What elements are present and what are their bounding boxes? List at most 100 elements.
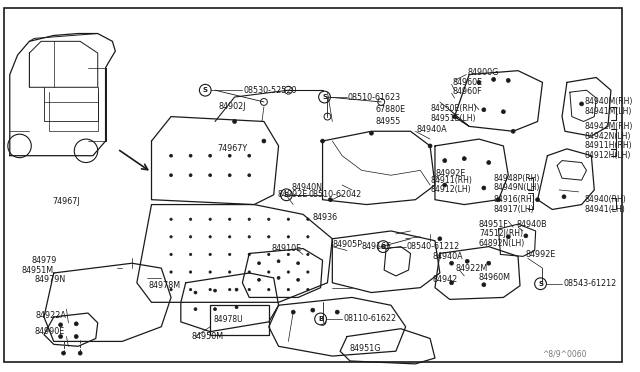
Text: 84960E: 84960E: [452, 78, 483, 87]
Circle shape: [260, 99, 268, 105]
Circle shape: [324, 113, 331, 120]
Circle shape: [189, 174, 192, 177]
Circle shape: [268, 235, 270, 238]
Text: B: B: [318, 316, 323, 322]
Circle shape: [280, 189, 292, 201]
Circle shape: [59, 323, 63, 327]
Circle shape: [232, 119, 237, 124]
Circle shape: [277, 260, 280, 263]
Circle shape: [228, 288, 231, 291]
Circle shape: [248, 154, 251, 157]
Circle shape: [501, 110, 506, 114]
Circle shape: [257, 262, 260, 265]
Circle shape: [307, 235, 309, 238]
Text: 74967Y: 74967Y: [217, 144, 247, 153]
Text: 84940(RH): 84940(RH): [584, 195, 627, 204]
Circle shape: [291, 310, 295, 314]
Circle shape: [74, 334, 78, 339]
Circle shape: [235, 306, 238, 309]
Text: 08543-61212: 08543-61212: [563, 279, 616, 288]
Text: 74512J(RH): 74512J(RH): [479, 230, 523, 238]
Circle shape: [74, 139, 98, 163]
Circle shape: [580, 102, 584, 106]
Circle shape: [534, 278, 547, 290]
Circle shape: [539, 279, 546, 286]
Text: 84905P: 84905P: [332, 240, 362, 249]
Circle shape: [335, 310, 339, 314]
Circle shape: [228, 253, 231, 256]
Circle shape: [378, 241, 389, 253]
Text: S: S: [381, 244, 386, 250]
Circle shape: [284, 86, 292, 94]
Circle shape: [369, 131, 373, 135]
Circle shape: [378, 243, 385, 250]
Circle shape: [170, 218, 172, 220]
Text: 84990E: 84990E: [34, 327, 65, 336]
Text: 84960F: 84960F: [452, 87, 482, 96]
Circle shape: [194, 291, 197, 294]
Text: 84942: 84942: [432, 275, 458, 284]
Text: 84942N(LH): 84942N(LH): [584, 132, 631, 141]
Circle shape: [443, 183, 447, 187]
Circle shape: [492, 77, 495, 81]
Text: 84916E: 84916E: [362, 242, 392, 251]
Text: S: S: [203, 87, 208, 93]
Text: 84955: 84955: [375, 117, 401, 126]
Circle shape: [277, 276, 280, 279]
Circle shape: [209, 235, 211, 238]
Circle shape: [287, 235, 289, 238]
Text: 84941M(LH): 84941M(LH): [584, 107, 632, 116]
Text: 08510-62042: 08510-62042: [309, 190, 362, 199]
Circle shape: [307, 253, 309, 256]
Text: 67880E: 67880E: [375, 105, 406, 114]
Circle shape: [450, 281, 454, 285]
Text: 08530-52520: 08530-52520: [243, 86, 297, 95]
Circle shape: [321, 139, 324, 143]
Circle shape: [194, 308, 197, 311]
Text: 84941(LH): 84941(LH): [584, 205, 625, 214]
Circle shape: [170, 288, 172, 291]
Text: 84992E: 84992E: [436, 169, 467, 178]
Circle shape: [170, 154, 173, 157]
Text: 84950E(RH): 84950E(RH): [430, 104, 477, 113]
Text: 84949N(LH): 84949N(LH): [493, 183, 540, 192]
Circle shape: [209, 253, 211, 256]
Text: 84916(RH): 84916(RH): [493, 195, 535, 204]
Bar: [210, 305, 269, 334]
Circle shape: [487, 261, 491, 265]
Circle shape: [228, 218, 231, 220]
Circle shape: [438, 237, 442, 241]
Circle shape: [497, 198, 500, 202]
Text: 84948P(RH): 84948P(RH): [493, 174, 540, 183]
Circle shape: [170, 174, 173, 177]
Circle shape: [482, 186, 486, 190]
Text: 84951M: 84951M: [22, 266, 54, 275]
Circle shape: [311, 308, 315, 312]
Text: 84951G: 84951G: [350, 344, 381, 353]
Circle shape: [8, 134, 31, 158]
Circle shape: [287, 271, 289, 273]
Text: 84940N: 84940N: [291, 183, 323, 192]
Circle shape: [214, 289, 216, 292]
Circle shape: [268, 288, 270, 291]
Text: 08540-61212: 08540-61212: [406, 242, 460, 251]
Circle shape: [209, 154, 212, 157]
Text: ^8/9^0060: ^8/9^0060: [543, 350, 587, 359]
Circle shape: [228, 235, 231, 238]
Text: 84992E: 84992E: [278, 190, 308, 199]
Circle shape: [287, 288, 289, 291]
Circle shape: [307, 271, 309, 273]
Text: 84940A: 84940A: [417, 125, 447, 134]
Circle shape: [443, 158, 447, 163]
Circle shape: [209, 271, 211, 273]
Circle shape: [200, 84, 211, 96]
Text: 84978M: 84978M: [148, 281, 180, 290]
Circle shape: [248, 253, 250, 256]
Circle shape: [482, 108, 486, 112]
Circle shape: [170, 253, 172, 256]
Circle shape: [248, 218, 250, 220]
Text: 84940A: 84940A: [432, 252, 463, 261]
Circle shape: [214, 308, 216, 311]
Circle shape: [287, 253, 289, 256]
Text: 84902J: 84902J: [219, 102, 246, 111]
